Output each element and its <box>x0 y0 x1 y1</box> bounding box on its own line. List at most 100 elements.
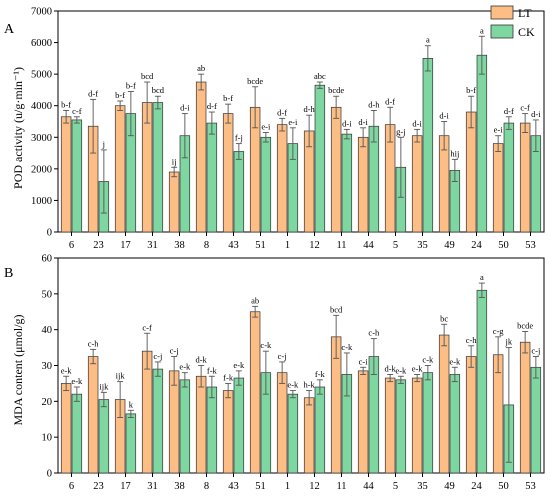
significance-label: c-h <box>88 338 100 348</box>
significance-label: ab <box>197 63 205 73</box>
bar-ck <box>179 379 191 474</box>
legend-label-ck: CK <box>518 25 535 39</box>
bar-ck <box>395 379 407 474</box>
x-tick-label: 43 <box>228 481 239 492</box>
bar-ck <box>152 368 164 474</box>
significance-label: e-k <box>287 380 299 390</box>
significance-label: abc <box>314 71 326 81</box>
significance-label: h-k <box>303 380 315 390</box>
y-tick-label: 60 <box>42 254 53 265</box>
x-tick-label: 35 <box>417 240 428 251</box>
significance-label: b-f <box>126 81 136 91</box>
significance-label: b-f <box>115 90 125 100</box>
significance-label: e-k <box>395 365 407 375</box>
y-tick-label: 5000 <box>31 70 52 81</box>
significance-label: f-k <box>315 369 326 379</box>
x-tick-label: 6 <box>69 240 74 251</box>
bar-ck <box>314 386 326 474</box>
bar-ck <box>152 102 164 233</box>
x-tick-label: 1 <box>285 240 290 251</box>
significance-label: j <box>102 139 105 149</box>
bar-lt <box>168 370 180 474</box>
significance-label: c-j <box>170 346 179 356</box>
x-tick-label: 44 <box>363 240 374 251</box>
significance-label: e-k <box>233 360 245 370</box>
significance-label: d-h <box>303 104 315 114</box>
x-tick-label: 24 <box>471 481 482 492</box>
significance-label: d-k <box>384 363 396 373</box>
bar-ck <box>233 151 245 233</box>
panel-a-axes: 0 1000 2000 3000 4000 5000 6000 7000 6 23 17 31 38 8 4… <box>31 7 545 251</box>
panel-a-label: A <box>4 22 15 37</box>
significance-label: d-i <box>531 109 541 119</box>
bar-ck <box>233 377 245 474</box>
significance-label: c-h <box>466 335 478 345</box>
significance-label: bcde <box>247 76 263 86</box>
significance-label: ab <box>251 295 259 305</box>
x-tick-label: 17 <box>120 240 131 251</box>
bar-ck <box>71 393 83 474</box>
bar-lt <box>249 311 261 474</box>
x-tick-label: 24 <box>471 240 482 251</box>
x-tick-label: 5 <box>393 240 398 251</box>
significance-label: c-f <box>142 322 152 332</box>
bar-lt <box>303 397 315 474</box>
bar-lt <box>411 135 423 233</box>
significance-label: bc <box>440 313 448 323</box>
significance-label: bcde <box>328 85 344 95</box>
significance-label: e-i <box>288 117 298 127</box>
bar-lt <box>60 116 72 233</box>
significance-label: e-k <box>61 365 73 375</box>
significance-label: g-j <box>396 126 405 136</box>
bar-lt <box>519 122 531 233</box>
bar-lt <box>222 390 234 474</box>
bar-ck <box>476 289 488 474</box>
significance-label: e-k <box>449 356 461 366</box>
legend: LT CK <box>490 5 535 39</box>
bar-ck <box>503 122 515 233</box>
bar-lt <box>438 334 450 474</box>
bar-ck <box>314 84 326 233</box>
bar-ck <box>422 58 434 233</box>
y-tick-label: 4000 <box>31 101 52 112</box>
significance-label: d-f <box>207 101 217 111</box>
significance-label: d-i <box>180 103 190 113</box>
bar-ck <box>287 393 299 474</box>
bar-lt <box>60 383 72 474</box>
x-tick-label: 17 <box>120 481 131 492</box>
significance-label: bcd <box>330 304 343 314</box>
significance-label: jk <box>505 337 513 347</box>
bar-lt <box>114 105 126 233</box>
bar-lt <box>465 356 477 474</box>
panel-b: B MDA content (μmol/g) 0 10 20 30 40 50 60 6 23 1… <box>4 254 545 492</box>
plot-frame <box>57 10 545 233</box>
y-tick-label: 1000 <box>31 196 52 207</box>
x-tick-label: 35 <box>417 481 428 492</box>
legend-label-lt: LT <box>518 6 532 20</box>
bar-lt <box>384 377 396 474</box>
significance-label: b-f <box>466 85 476 95</box>
x-tick-label: 8 <box>204 481 209 492</box>
significance-label: bcd <box>141 71 154 81</box>
bar-ck <box>206 122 218 233</box>
significance-label: e-i <box>494 125 504 135</box>
significance-label: f-k <box>207 365 218 375</box>
x-tick-label: 53 <box>525 240 536 251</box>
significance-label: c-k <box>260 340 272 350</box>
significance-label: k <box>129 399 134 409</box>
bar-ck <box>206 386 218 474</box>
x-tick-label: 38 <box>174 240 185 251</box>
x-tick-label: 11 <box>336 240 346 251</box>
x-tick-label: 12 <box>309 481 320 492</box>
bar-lt <box>492 143 504 233</box>
y-tick-label: 20 <box>42 397 53 408</box>
significance-label: c-j <box>531 346 540 356</box>
x-tick-label: 12 <box>309 240 320 251</box>
bar-ck <box>98 399 110 474</box>
bar-ck <box>422 372 434 474</box>
x-tick-label: 11 <box>336 481 346 492</box>
bar-lt <box>411 377 423 474</box>
